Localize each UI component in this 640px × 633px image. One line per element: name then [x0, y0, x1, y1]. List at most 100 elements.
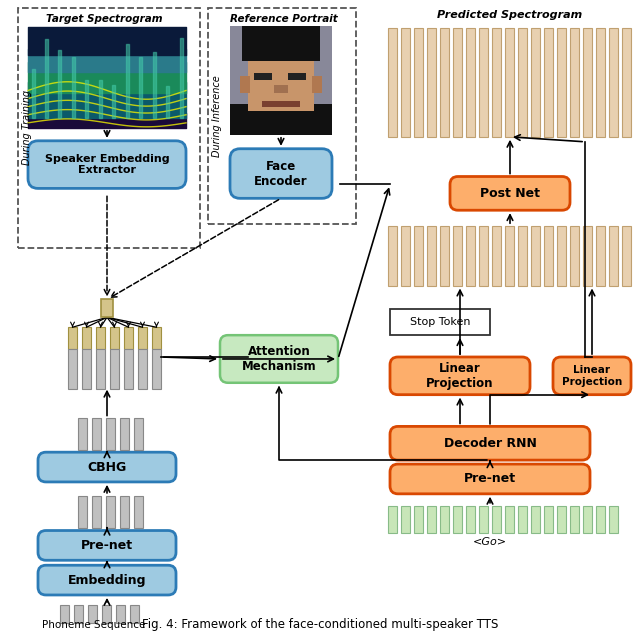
Bar	[570, 226, 579, 285]
Bar	[596, 506, 605, 534]
Bar	[466, 506, 475, 534]
Bar	[492, 506, 501, 534]
Bar	[622, 226, 631, 285]
Bar	[152, 349, 161, 389]
Bar	[453, 226, 462, 285]
Bar	[401, 506, 410, 534]
Bar	[134, 418, 143, 450]
FancyBboxPatch shape	[38, 530, 176, 560]
Bar	[101, 299, 113, 317]
FancyBboxPatch shape	[450, 177, 570, 210]
Bar	[531, 28, 540, 137]
Bar	[28, 27, 186, 128]
Bar	[453, 506, 462, 534]
Bar	[505, 506, 514, 534]
Bar	[92, 418, 101, 450]
Bar	[596, 226, 605, 285]
Bar	[120, 496, 129, 527]
Text: Decoder RNN: Decoder RNN	[444, 437, 536, 450]
Bar	[518, 506, 527, 534]
Bar	[609, 28, 618, 137]
Bar	[240, 75, 250, 94]
Bar	[124, 349, 133, 389]
Bar	[505, 226, 514, 285]
Bar	[230, 26, 332, 135]
FancyBboxPatch shape	[28, 141, 186, 189]
Bar	[60, 605, 69, 623]
Bar	[248, 54, 314, 111]
Text: Attention
Mechanism: Attention Mechanism	[242, 345, 316, 373]
Bar	[312, 75, 322, 94]
Bar	[116, 605, 125, 623]
Bar	[492, 28, 501, 137]
Bar	[288, 73, 306, 80]
Bar	[390, 310, 490, 335]
FancyBboxPatch shape	[390, 357, 530, 394]
Bar	[262, 101, 300, 106]
Bar	[583, 506, 592, 534]
Text: During Inference: During Inference	[212, 75, 222, 157]
Bar	[138, 349, 147, 389]
Bar	[544, 226, 553, 285]
Bar	[388, 28, 397, 137]
Bar	[254, 73, 272, 80]
Bar	[106, 418, 115, 450]
Bar	[134, 496, 143, 527]
Text: Fig. 4: Framework of the face-conditioned multi-speaker TTS: Fig. 4: Framework of the face-conditione…	[142, 618, 498, 630]
Bar	[388, 226, 397, 285]
Text: Pre-net: Pre-net	[464, 472, 516, 486]
Bar	[440, 28, 449, 137]
FancyBboxPatch shape	[220, 335, 338, 383]
Bar	[414, 28, 423, 137]
Bar	[401, 226, 410, 285]
Bar	[557, 226, 566, 285]
Text: Speaker Embedding
Extractor: Speaker Embedding Extractor	[45, 154, 170, 175]
FancyBboxPatch shape	[553, 357, 631, 394]
Text: Target Spectrogram: Target Spectrogram	[46, 14, 163, 24]
Bar	[479, 226, 488, 285]
Bar	[124, 327, 133, 349]
Bar	[230, 104, 332, 135]
Bar	[531, 226, 540, 285]
Bar	[479, 28, 488, 137]
Bar	[274, 85, 288, 94]
Text: Stop Token: Stop Token	[410, 317, 470, 327]
Text: Phoneme Sequence: Phoneme Sequence	[42, 620, 145, 630]
FancyBboxPatch shape	[230, 149, 332, 198]
Bar	[120, 418, 129, 450]
Bar	[78, 496, 87, 527]
Bar	[78, 418, 87, 450]
Bar	[518, 28, 527, 137]
Bar	[570, 506, 579, 534]
Text: Linear
Projection: Linear Projection	[426, 362, 493, 390]
Text: <Go>: <Go>	[473, 537, 507, 548]
FancyBboxPatch shape	[38, 452, 176, 482]
Bar	[596, 28, 605, 137]
Bar	[74, 605, 83, 623]
FancyBboxPatch shape	[390, 427, 590, 460]
Bar	[453, 28, 462, 137]
Bar	[492, 226, 501, 285]
Bar	[427, 28, 436, 137]
Bar	[152, 327, 161, 349]
Text: During Training: During Training	[22, 91, 32, 165]
Text: Reference Portrait: Reference Portrait	[230, 14, 338, 24]
Bar	[557, 28, 566, 137]
Bar	[68, 327, 77, 349]
Bar	[583, 226, 592, 285]
Bar	[544, 506, 553, 534]
Bar	[609, 226, 618, 285]
Bar	[570, 28, 579, 137]
Bar	[96, 349, 105, 389]
Bar	[531, 506, 540, 534]
Bar	[138, 327, 147, 349]
Text: Embedding: Embedding	[68, 573, 147, 587]
Bar	[505, 28, 514, 137]
Bar	[88, 605, 97, 623]
Bar	[106, 496, 115, 527]
Text: Linear
Projection: Linear Projection	[562, 365, 622, 387]
Bar	[414, 226, 423, 285]
Text: Pre-net: Pre-net	[81, 539, 133, 552]
Bar	[518, 226, 527, 285]
Bar	[92, 496, 101, 527]
